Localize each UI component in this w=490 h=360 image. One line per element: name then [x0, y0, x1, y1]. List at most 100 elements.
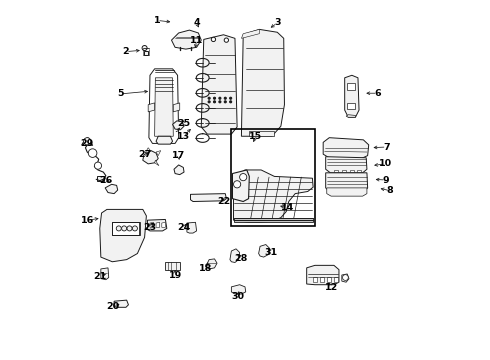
Polygon shape	[248, 131, 274, 136]
Text: 16: 16	[81, 216, 95, 225]
Polygon shape	[149, 69, 179, 143]
Circle shape	[224, 38, 228, 42]
Bar	[327, 277, 331, 282]
Polygon shape	[174, 165, 184, 175]
Circle shape	[142, 45, 147, 50]
Polygon shape	[230, 249, 240, 262]
Circle shape	[214, 101, 216, 103]
Polygon shape	[342, 274, 349, 282]
Polygon shape	[112, 222, 139, 234]
Circle shape	[214, 97, 216, 99]
Text: 19: 19	[169, 270, 182, 279]
Circle shape	[84, 138, 91, 145]
Bar	[313, 277, 317, 282]
Circle shape	[132, 226, 137, 231]
Circle shape	[343, 275, 348, 280]
Text: 22: 22	[217, 197, 230, 206]
Circle shape	[211, 37, 216, 41]
Polygon shape	[162, 222, 166, 227]
Circle shape	[234, 181, 241, 188]
Circle shape	[230, 97, 232, 99]
Polygon shape	[327, 188, 367, 196]
Text: 10: 10	[379, 159, 392, 168]
Circle shape	[127, 226, 132, 231]
Text: 31: 31	[264, 248, 277, 257]
Polygon shape	[156, 222, 160, 227]
Circle shape	[208, 101, 210, 103]
Text: 18: 18	[199, 265, 212, 274]
Bar	[347, 103, 355, 109]
Polygon shape	[201, 35, 237, 134]
Polygon shape	[155, 160, 159, 166]
Circle shape	[219, 101, 221, 103]
Polygon shape	[344, 75, 359, 117]
Text: 2: 2	[122, 47, 129, 56]
Polygon shape	[100, 210, 147, 262]
Text: 20: 20	[106, 302, 120, 311]
Bar	[97, 176, 104, 181]
Bar	[166, 262, 180, 270]
Text: 11: 11	[190, 36, 203, 45]
Text: 24: 24	[177, 223, 191, 232]
Circle shape	[116, 226, 122, 231]
Bar	[231, 129, 315, 226]
Text: 1: 1	[154, 16, 160, 25]
Polygon shape	[205, 259, 217, 269]
Polygon shape	[234, 170, 313, 222]
Bar	[112, 222, 140, 235]
Polygon shape	[172, 121, 184, 130]
Polygon shape	[191, 194, 226, 202]
Text: 5: 5	[117, 89, 123, 98]
Polygon shape	[232, 170, 249, 202]
Polygon shape	[105, 184, 118, 194]
Polygon shape	[323, 138, 368, 159]
Text: 25: 25	[177, 119, 191, 128]
Text: 4: 4	[193, 18, 200, 27]
Circle shape	[122, 226, 126, 231]
Polygon shape	[307, 265, 339, 285]
Polygon shape	[231, 285, 245, 294]
Circle shape	[88, 149, 97, 157]
Polygon shape	[143, 150, 158, 164]
Polygon shape	[156, 150, 161, 156]
Polygon shape	[150, 222, 153, 227]
Text: 13: 13	[177, 132, 190, 141]
Circle shape	[230, 101, 232, 103]
Polygon shape	[242, 30, 259, 39]
Circle shape	[208, 97, 210, 99]
Bar	[347, 83, 355, 90]
Text: 14: 14	[281, 203, 294, 212]
Circle shape	[219, 97, 221, 99]
Circle shape	[240, 174, 247, 181]
Bar	[320, 277, 324, 282]
Polygon shape	[156, 136, 172, 144]
Circle shape	[95, 162, 101, 169]
Text: 28: 28	[235, 254, 248, 263]
Polygon shape	[326, 157, 367, 173]
Polygon shape	[259, 244, 270, 257]
Text: 27: 27	[138, 150, 151, 159]
Text: 3: 3	[274, 18, 280, 27]
Bar	[334, 277, 338, 282]
Bar	[350, 170, 354, 172]
Polygon shape	[155, 78, 173, 136]
Polygon shape	[187, 222, 196, 233]
Text: 30: 30	[231, 292, 245, 301]
Text: 12: 12	[324, 283, 338, 292]
Text: 23: 23	[144, 223, 156, 232]
Polygon shape	[114, 300, 128, 307]
Text: 26: 26	[99, 176, 113, 185]
Text: 21: 21	[93, 271, 106, 280]
Circle shape	[224, 101, 226, 103]
Bar	[342, 170, 346, 172]
Text: 7: 7	[383, 143, 390, 152]
Polygon shape	[101, 268, 109, 280]
Bar	[144, 51, 148, 55]
Polygon shape	[148, 103, 155, 112]
Text: 15: 15	[249, 132, 262, 141]
Polygon shape	[147, 220, 167, 231]
Text: 9: 9	[383, 176, 389, 185]
Polygon shape	[234, 218, 313, 222]
Bar	[334, 170, 338, 172]
Polygon shape	[146, 148, 151, 153]
